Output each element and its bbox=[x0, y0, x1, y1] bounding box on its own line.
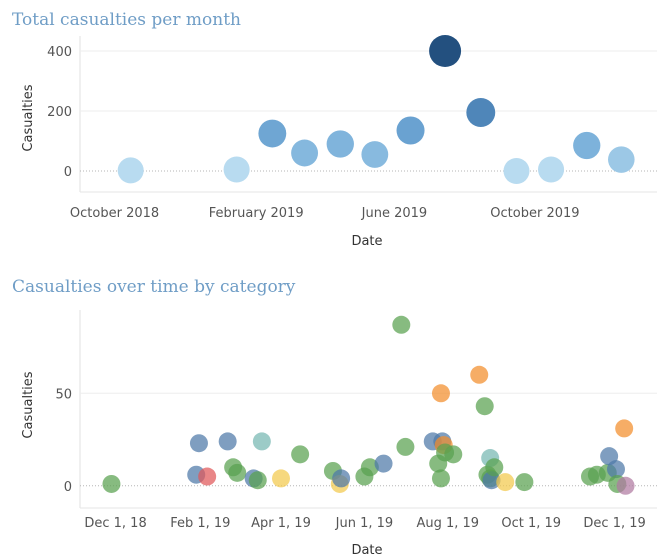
data-point bbox=[538, 156, 565, 183]
y-tick-label: 50 bbox=[55, 387, 72, 402]
data-point bbox=[608, 146, 635, 173]
x-tick-label: Jun 1, 19 bbox=[335, 516, 394, 531]
data-point bbox=[258, 119, 287, 148]
x-axis-label: Date bbox=[351, 543, 382, 554]
y-tick-label: 0 bbox=[64, 165, 72, 180]
data-point bbox=[271, 469, 290, 488]
data-point bbox=[102, 474, 121, 493]
x-axis-label: Date bbox=[351, 234, 382, 249]
data-point bbox=[496, 473, 515, 492]
x-tick-label: October 2018 bbox=[70, 206, 159, 221]
data-point bbox=[248, 471, 267, 490]
monthly-casualties-chart: 0 200 400 October 2018 February 2019 June 201… bbox=[21, 35, 657, 249]
chart-title-category: Casualties over time by category bbox=[12, 277, 296, 297]
x-tick-label: Apr 1, 19 bbox=[251, 516, 311, 531]
data-point bbox=[606, 460, 625, 479]
chart-title-monthly: Total casualties per month bbox=[12, 10, 241, 30]
data-point bbox=[218, 432, 237, 451]
x-tick-label: Dec 1, 19 bbox=[583, 516, 645, 531]
y-tick-label: 0 bbox=[64, 480, 72, 495]
data-point bbox=[475, 397, 494, 416]
data-point bbox=[431, 384, 450, 403]
data-point bbox=[223, 156, 250, 183]
y-axis-label: Casualties bbox=[21, 371, 36, 438]
data-point bbox=[252, 432, 271, 451]
data-point bbox=[361, 141, 389, 168]
data-point bbox=[291, 139, 319, 167]
data-point bbox=[429, 35, 462, 67]
y-tick-label: 200 bbox=[47, 105, 72, 120]
data-point bbox=[485, 458, 504, 477]
data-point bbox=[228, 463, 247, 482]
data-point bbox=[326, 130, 354, 158]
data-point bbox=[198, 467, 217, 486]
data-point bbox=[515, 473, 534, 492]
data-point bbox=[392, 315, 411, 334]
x-tick-label: June 2019 bbox=[361, 206, 428, 221]
data-point bbox=[573, 131, 601, 160]
x-tick-label: Aug 1, 19 bbox=[416, 516, 479, 531]
data-point bbox=[503, 158, 530, 184]
data-point bbox=[466, 98, 496, 127]
y-tick-label: 400 bbox=[47, 45, 72, 60]
data-point bbox=[374, 454, 393, 473]
data-point bbox=[189, 434, 208, 453]
x-tick-label: Oct 1, 19 bbox=[501, 516, 561, 531]
data-point bbox=[431, 469, 450, 488]
data-point bbox=[396, 116, 425, 145]
x-tick-label: Dec 1, 18 bbox=[84, 516, 146, 531]
category-casualties-chart: 0 50 Dec 1, 18 Feb 1, 19 Apr 1, 19 Jun 1, 19 A… bbox=[21, 310, 657, 554]
data-point bbox=[291, 445, 310, 464]
x-tick-label: February 2019 bbox=[209, 206, 304, 221]
data-point bbox=[396, 437, 415, 456]
x-tick-label: Feb 1, 19 bbox=[170, 516, 230, 531]
data-point bbox=[332, 469, 351, 488]
y-axis-label: Casualties bbox=[21, 84, 36, 151]
x-tick-label: October 2019 bbox=[490, 206, 579, 221]
data-point bbox=[616, 476, 635, 495]
data-point bbox=[360, 458, 379, 477]
data-point bbox=[117, 157, 144, 184]
data-point bbox=[444, 445, 463, 464]
data-point bbox=[615, 419, 634, 438]
data-point bbox=[470, 365, 489, 384]
